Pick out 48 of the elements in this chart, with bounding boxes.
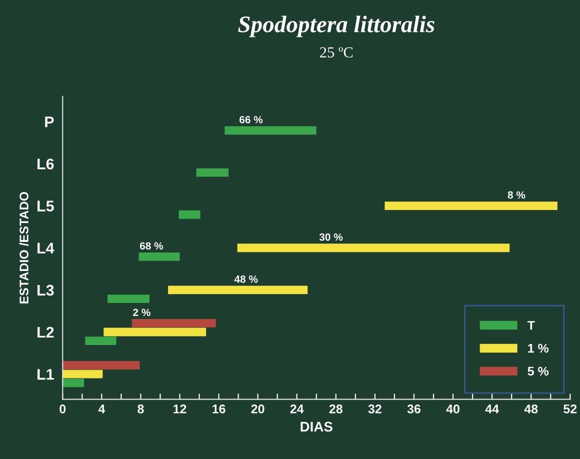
bar: [108, 294, 150, 303]
x-tick-label: 0: [60, 404, 66, 414]
chart-subtitle: 25 ºC: [320, 47, 353, 58]
bar: [132, 318, 216, 328]
y-tick-label: L5: [38, 200, 54, 212]
y-tick-label: L4: [38, 242, 54, 254]
x-tick-label: 4: [98, 404, 106, 414]
bar: [384, 202, 558, 210]
bar: [62, 361, 140, 370]
annotation: 66 %: [240, 116, 263, 124]
bar: [224, 126, 316, 135]
legend-label: T: [527, 321, 535, 330]
legend-label: 1 %: [528, 344, 549, 353]
annotation: 48 %: [234, 275, 258, 283]
y-axis-title: ESTADIO /ESTADO: [19, 192, 29, 304]
bar: [237, 244, 510, 252]
x-axis-title: DIAS: [300, 422, 332, 432]
x-tick-label: 40: [446, 404, 460, 414]
annotation: 68 %: [140, 242, 164, 250]
x-tick-label: 28: [329, 404, 342, 414]
chart-title: Spodoptera littoralis: [238, 16, 434, 38]
y-tick-label: L1: [38, 369, 54, 380]
x-tick-label: 32: [368, 404, 382, 414]
bar: [62, 378, 84, 388]
y-tick-label: L2: [38, 326, 54, 338]
bar: [62, 370, 103, 378]
annotation: 8 %: [508, 191, 526, 199]
x-tick-label: 44: [485, 404, 499, 414]
annotation: 2 %: [133, 308, 150, 316]
bar: [138, 252, 180, 261]
bar: [85, 336, 116, 346]
x-tick-label: 12: [174, 404, 186, 414]
y-tick-label: L6: [38, 158, 54, 170]
bar: [104, 328, 206, 336]
x-tick-label: 24: [290, 404, 304, 414]
y-tick-label: P: [45, 116, 54, 128]
x-tick-label: 8: [138, 404, 144, 414]
bar: [196, 168, 229, 177]
x-tick-label: 52: [564, 404, 577, 414]
x-tick-label: 48: [524, 404, 538, 414]
annotation: 30 %: [319, 233, 343, 241]
y-tick-label: L3: [38, 284, 54, 296]
x-tick-label: 16: [212, 404, 226, 414]
bar: [168, 286, 308, 294]
x-tick-label: 20: [251, 404, 264, 414]
bar: [178, 210, 200, 219]
x-tick-label: 36: [407, 404, 420, 414]
legend-label: 5 %: [528, 366, 549, 376]
